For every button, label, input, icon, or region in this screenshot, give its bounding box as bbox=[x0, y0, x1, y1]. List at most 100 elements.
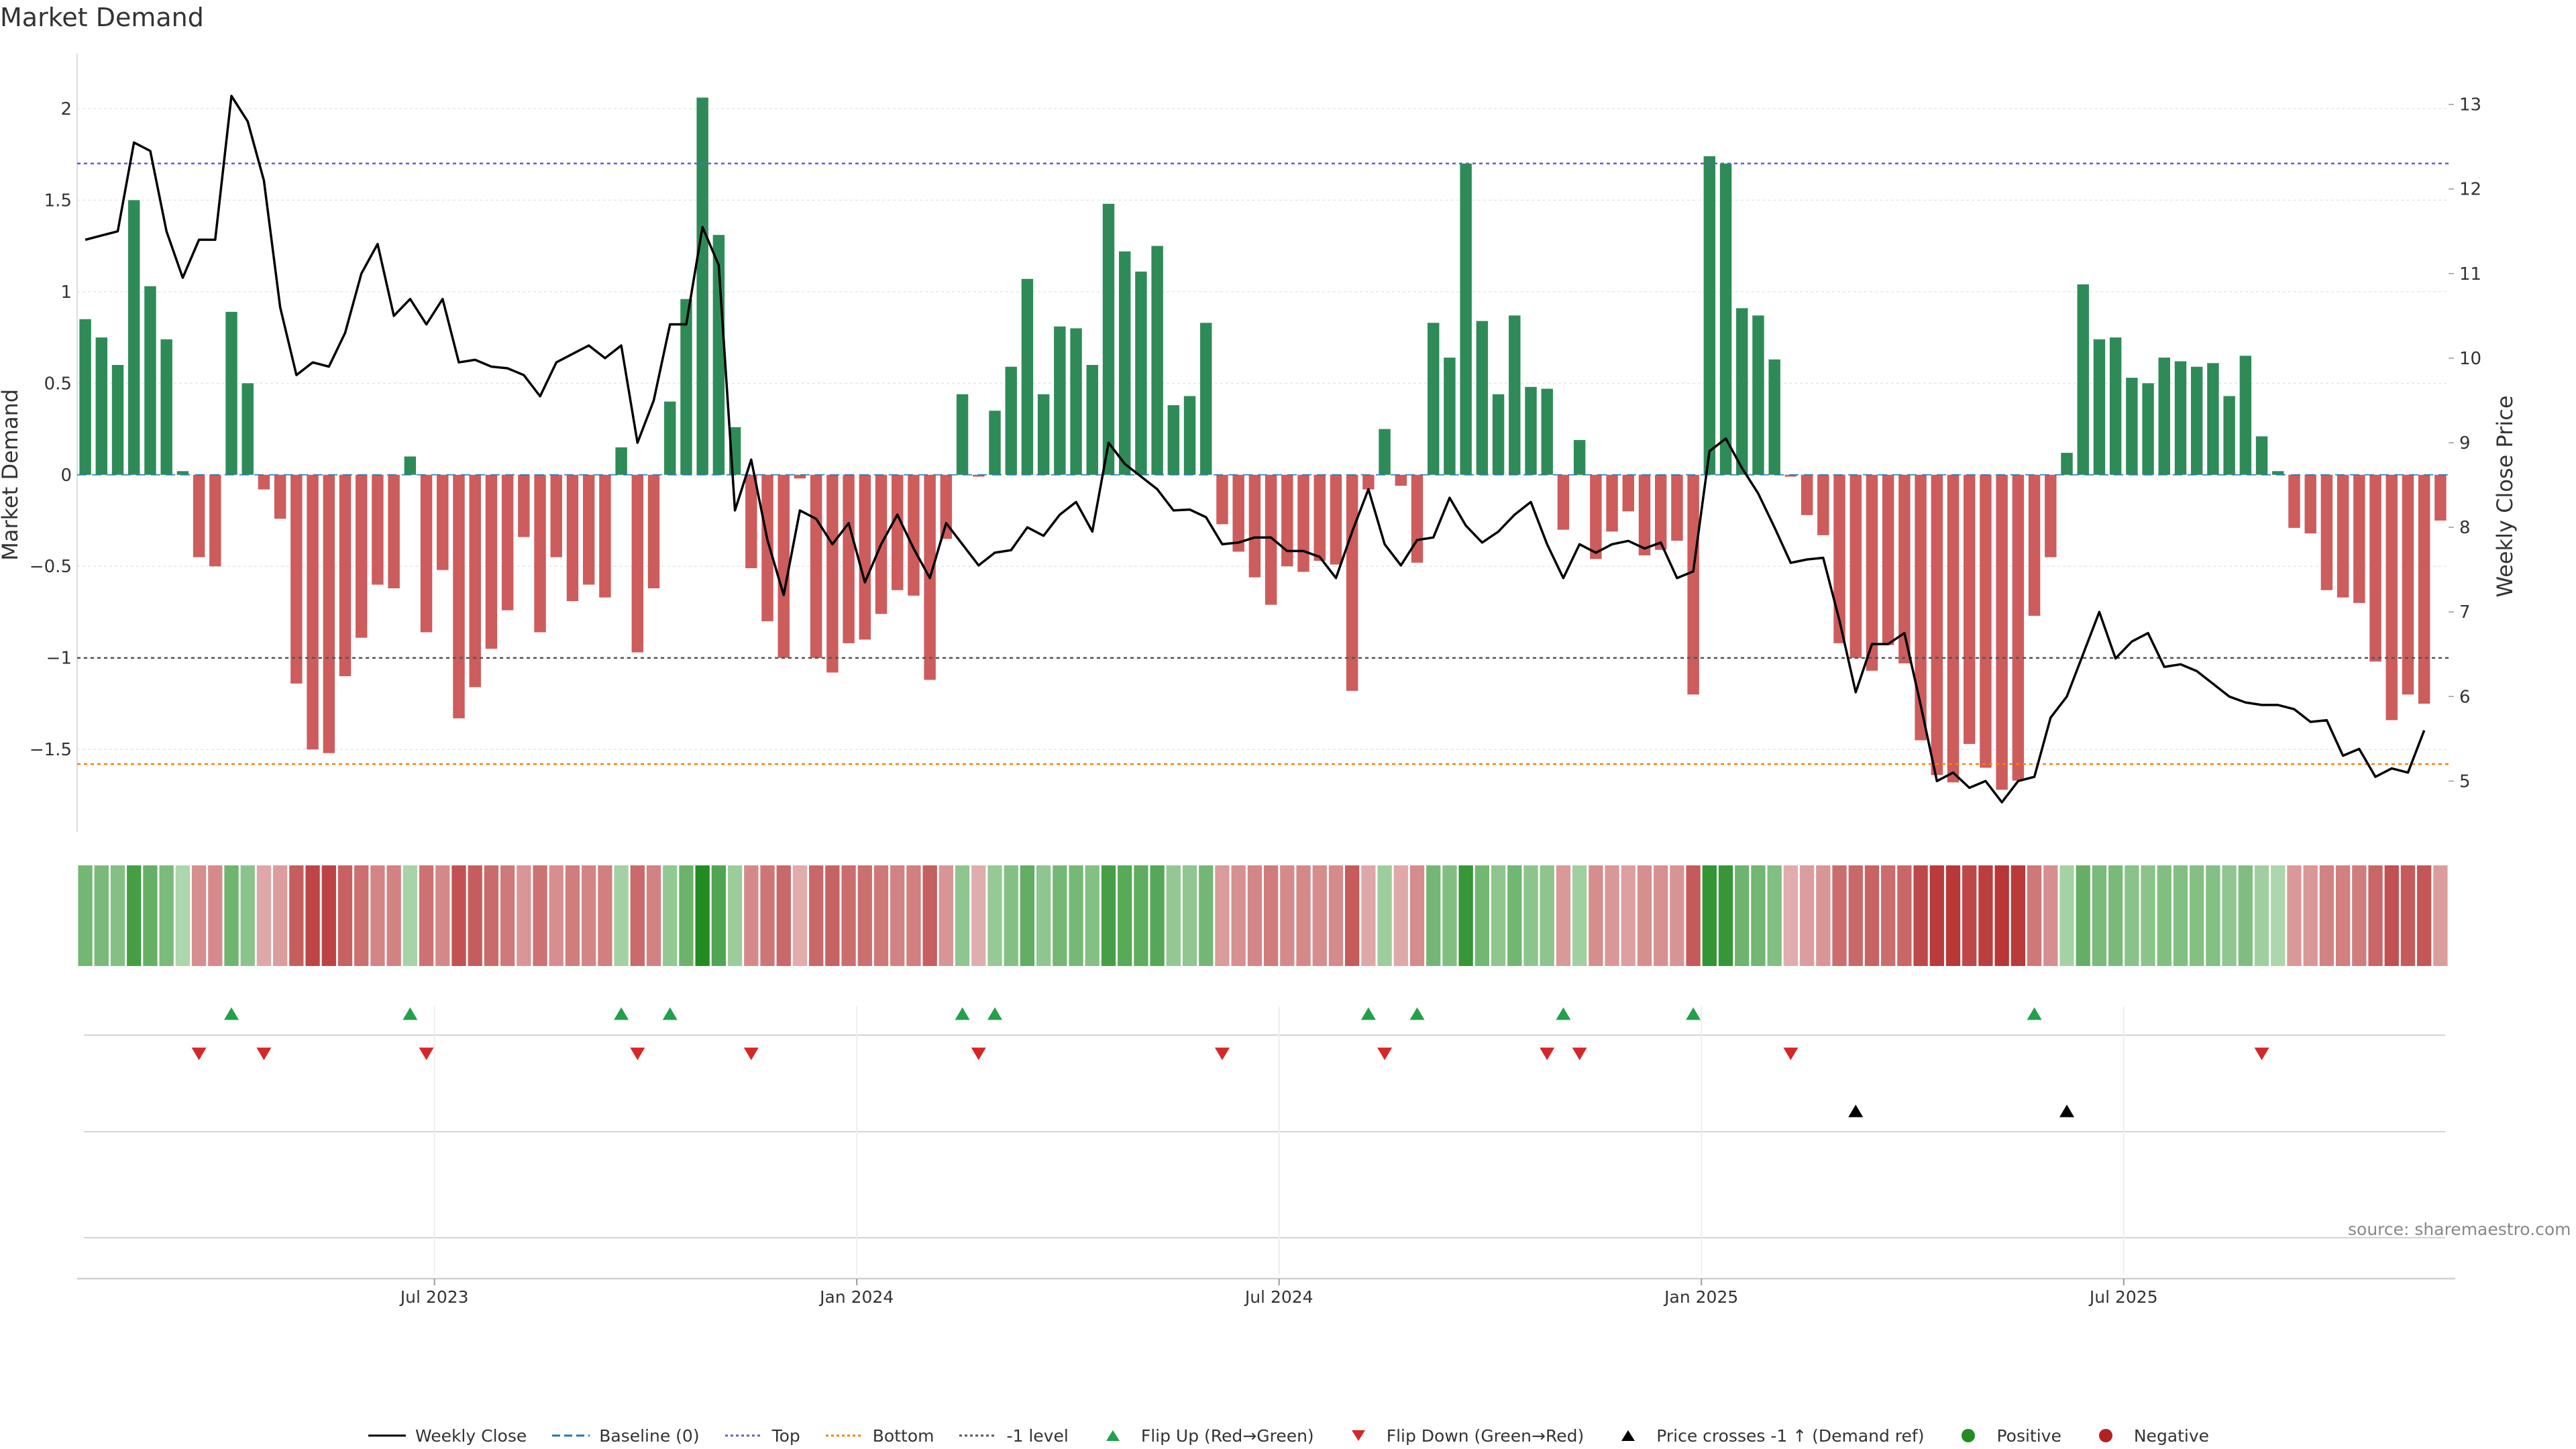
heat-cell bbox=[240, 865, 255, 966]
demand-bar bbox=[956, 394, 969, 475]
demand-bar bbox=[1573, 439, 1586, 475]
flip-up-marker bbox=[1556, 1007, 1571, 1020]
flip-up-marker bbox=[1686, 1007, 1701, 1020]
legend-triangle-up-icon bbox=[1106, 1430, 1120, 1441]
y-tick-label-right: 10 bbox=[2459, 349, 2481, 369]
y-tick-label-right: 12 bbox=[2459, 180, 2481, 200]
heat-cell bbox=[1507, 865, 1522, 966]
heat-cell bbox=[1215, 865, 1230, 966]
heat-cell bbox=[1929, 865, 1944, 966]
flip-down-marker bbox=[191, 1047, 207, 1061]
demand-bar bbox=[176, 471, 189, 475]
demand-bar bbox=[1980, 474, 1992, 768]
heat-cell bbox=[468, 865, 482, 966]
legend-label: Top bbox=[771, 1426, 800, 1446]
y-axis-title-left: Market Demand bbox=[0, 389, 23, 561]
heat-cell bbox=[256, 865, 272, 966]
demand-bar bbox=[1200, 323, 1212, 475]
demand-bar bbox=[518, 474, 530, 537]
demand-heatmap-strip bbox=[78, 865, 2448, 966]
demand-bar bbox=[241, 383, 254, 475]
heat-cell bbox=[955, 865, 970, 966]
heat-cell bbox=[695, 865, 710, 966]
flip-down-marker bbox=[256, 1047, 272, 1061]
demand-bar bbox=[1102, 203, 1115, 475]
heat-cell bbox=[1864, 865, 1880, 966]
demand-bar bbox=[1313, 474, 1326, 561]
heat-cell bbox=[1199, 865, 1214, 966]
demand-bar bbox=[1509, 315, 1521, 475]
demand-bar bbox=[1638, 474, 1651, 555]
heat-cell bbox=[1377, 865, 1392, 966]
heat-cell bbox=[354, 865, 369, 966]
x-tick-label: Jan 2024 bbox=[818, 1287, 894, 1307]
y-tick-label-left: 0.5 bbox=[44, 374, 72, 394]
legend-symbol-icon bbox=[959, 1434, 998, 1437]
heat-cell bbox=[1458, 865, 1473, 966]
heat-cell bbox=[760, 865, 775, 966]
heat-cell bbox=[1166, 865, 1181, 966]
demand-bar bbox=[1947, 474, 1960, 783]
demand-bar bbox=[1801, 474, 1813, 515]
demand-bar bbox=[2385, 474, 2398, 720]
demand-bar bbox=[2190, 366, 2203, 475]
demand-bar bbox=[2207, 363, 2219, 475]
heat-cell bbox=[1247, 865, 1263, 966]
legend-label: Baseline (0) bbox=[599, 1426, 700, 1446]
heat-cell bbox=[2125, 865, 2139, 966]
legend-item: Positive bbox=[1948, 1426, 2061, 1446]
heat-cell bbox=[1312, 865, 1327, 966]
demand-bar bbox=[892, 474, 904, 590]
demand-bar bbox=[355, 474, 368, 638]
demand-bar bbox=[2028, 474, 2041, 616]
heat-cell bbox=[2190, 865, 2204, 966]
legend-item: Bottom bbox=[824, 1426, 934, 1446]
demand-bar bbox=[2077, 284, 2089, 475]
demand-bar bbox=[1037, 394, 1050, 475]
demand-bar bbox=[193, 474, 205, 557]
demand-bar bbox=[2093, 339, 2106, 475]
heat-cell bbox=[1848, 865, 1863, 966]
demand-bar bbox=[258, 474, 270, 490]
demand-bar bbox=[1444, 358, 1456, 475]
heat-cell bbox=[1589, 865, 1603, 966]
demand-bar bbox=[1622, 474, 1634, 512]
demand-bar bbox=[1703, 156, 1716, 475]
heat-cell bbox=[971, 865, 986, 966]
demand-bar bbox=[1654, 474, 1667, 550]
demand-bar bbox=[1882, 474, 1894, 645]
heat-cell bbox=[370, 865, 385, 966]
demand-bar bbox=[388, 474, 400, 588]
heat-cell bbox=[1735, 865, 1750, 966]
y-axis-title-right: Weekly Close Price bbox=[2492, 395, 2518, 597]
demand-bar bbox=[2304, 474, 2316, 534]
heat-cell bbox=[2433, 865, 2448, 966]
x-tick-label: Jul 2024 bbox=[1244, 1287, 1313, 1307]
price-cross-marker bbox=[2059, 1104, 2075, 1118]
legend-item: Flip Down (Green→Red) bbox=[1338, 1426, 1585, 1446]
heat-cell bbox=[2043, 865, 2058, 966]
demand-bar bbox=[1021, 278, 1034, 475]
demand-bar bbox=[1590, 474, 1602, 559]
heat-cell bbox=[1637, 865, 1652, 966]
demand-bar bbox=[566, 474, 579, 602]
price-cross-panel bbox=[84, 1104, 2445, 1132]
demand-bar bbox=[843, 474, 855, 643]
heat-cell bbox=[1605, 865, 1619, 966]
chart-legend: Weekly Close Baseline (0) Top Bottom -1 leve… bbox=[0, 1422, 2576, 1449]
flip-down-marker bbox=[743, 1047, 759, 1061]
flip-down-marker bbox=[1572, 1047, 1587, 1061]
heat-cell bbox=[1442, 865, 1457, 966]
legend-label: Flip Down (Green→Red) bbox=[1386, 1426, 1585, 1446]
y-tick-label-left: 1.5 bbox=[44, 191, 72, 211]
demand-bar bbox=[1005, 366, 1017, 475]
demand-bar bbox=[1232, 474, 1244, 552]
heat-cell bbox=[922, 865, 937, 966]
legend-item: Negative bbox=[2086, 1426, 2209, 1446]
flip-markers-panel bbox=[84, 1007, 2445, 1061]
flip-up-marker bbox=[2027, 1007, 2042, 1020]
heat-cell bbox=[2400, 865, 2416, 966]
demand-bar bbox=[209, 474, 221, 567]
demand-bar bbox=[1784, 474, 1797, 477]
heat-cell bbox=[906, 865, 921, 966]
